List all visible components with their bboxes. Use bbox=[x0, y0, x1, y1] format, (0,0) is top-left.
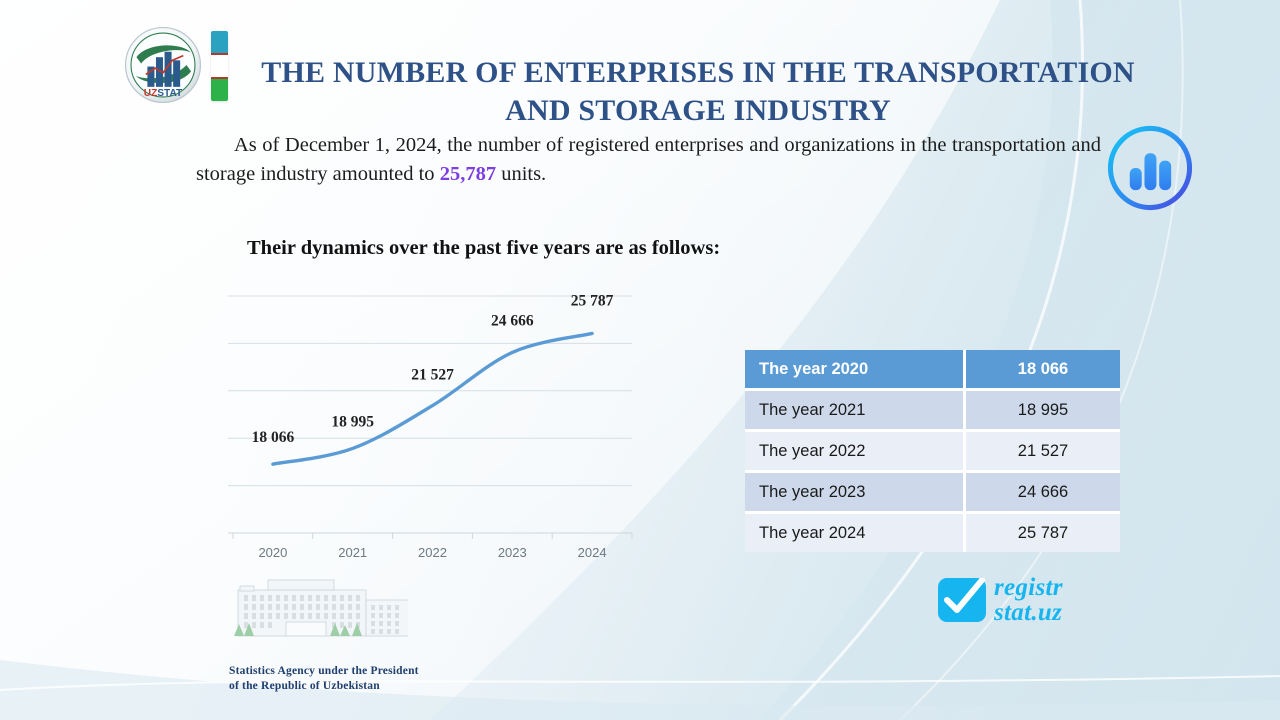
chart-data-label: 24 666 bbox=[491, 312, 534, 329]
registrstat-logo[interactable]: registr stat.uz bbox=[938, 575, 1063, 625]
uzbekistan-flag-bar bbox=[211, 31, 228, 101]
uzstat-logo: UZSTAT bbox=[124, 26, 202, 104]
chart-x-label: 2021 bbox=[338, 545, 367, 560]
registrstat-line1: registr bbox=[994, 574, 1063, 601]
table-cell-value: 18 995 bbox=[966, 388, 1120, 429]
table-cell-year: The year 2021 bbox=[745, 388, 966, 429]
chart-data-label: 25 787 bbox=[571, 292, 614, 309]
table-row: The year 2022 21 527 bbox=[745, 429, 1120, 470]
intro-highlight-value: 25,787 bbox=[439, 163, 497, 185]
registrstat-wordmark: registr stat.uz bbox=[994, 575, 1063, 625]
chart-x-label: 2020 bbox=[258, 545, 287, 560]
chart-x-label: 2023 bbox=[498, 545, 527, 560]
government-building-illustration bbox=[234, 579, 408, 637]
table-cell-year: The year 2023 bbox=[745, 470, 966, 511]
bar-chart-circle-icon bbox=[1107, 125, 1193, 211]
chart-plot-area: 18 066 18 995 21 527 24 666 25 787 2020 2021 20… bbox=[228, 292, 633, 560]
yearly-values-table: The year 2020 18 066 The year 2021 18 995 Th… bbox=[745, 350, 1120, 552]
table-row: The year 2024 25 787 bbox=[745, 511, 1120, 552]
table-row: The year 2020 18 066 bbox=[745, 350, 1120, 388]
chart-subtitle: Their dynamics over the past five years … bbox=[247, 237, 721, 259]
table-cell-value: 21 527 bbox=[966, 429, 1120, 470]
checkmark-icon bbox=[938, 577, 986, 622]
table-row: The year 2021 18 995 bbox=[745, 388, 1120, 429]
table-cell-year: The year 2022 bbox=[745, 429, 966, 470]
chart-data-label: 18 995 bbox=[331, 413, 374, 430]
intro-text-after: units. bbox=[496, 163, 547, 185]
table-cell-value: 25 787 bbox=[966, 511, 1120, 552]
table-cell-year: The year 2020 bbox=[745, 350, 966, 388]
chart-data-label: 21 527 bbox=[411, 367, 454, 384]
table-cell-year: The year 2024 bbox=[745, 511, 966, 552]
chart-series-line bbox=[271, 331, 594, 466]
agency-caption-line2: of the Republic of Uzbekistan bbox=[229, 680, 380, 692]
line-chart: 18 066 18 995 21 527 24 666 25 787 2020 2021 20… bbox=[228, 285, 634, 570]
agency-caption: Statistics Agency under the President of… bbox=[229, 664, 419, 694]
svg-text:UZSTAT: UZSTAT bbox=[144, 88, 183, 99]
chart-x-label: 2022 bbox=[418, 545, 447, 560]
table-row: The year 2023 24 666 bbox=[745, 470, 1120, 511]
page-title: THE NUMBER OF ENTERPRISES IN THE TRANSPO… bbox=[261, 56, 1135, 127]
chart-x-label: 2024 bbox=[578, 545, 607, 560]
table-cell-value: 18 066 bbox=[966, 350, 1120, 388]
registrstat-line2: stat.uz bbox=[994, 599, 1063, 626]
intro-paragraph: As of December 1, 2024, the number of re… bbox=[196, 131, 1101, 189]
agency-caption-line1: Statistics Agency under the President bbox=[229, 665, 419, 677]
intro-text-before: As of December 1, 2024, the number of re… bbox=[196, 134, 1101, 185]
chart-data-label: 18 066 bbox=[252, 429, 295, 446]
table-cell-value: 24 666 bbox=[966, 470, 1120, 511]
